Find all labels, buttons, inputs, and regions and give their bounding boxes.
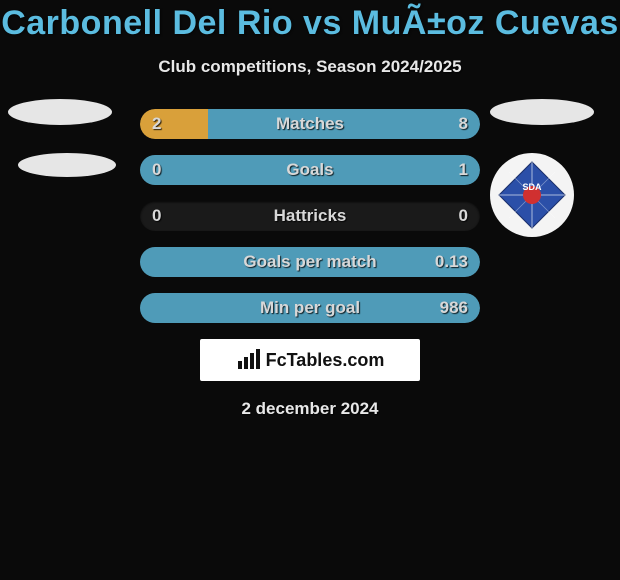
right-club-logo: SDA <box>490 153 574 237</box>
date-line: 2 december 2024 <box>0 399 620 419</box>
stat-bars: 28Matches 01Goals 00Hattricks 0.13Goals per… <box>140 109 480 323</box>
stat-row: 986Min per goal <box>140 293 480 323</box>
right-team-badge-1 <box>490 99 594 125</box>
stat-label: Goals <box>140 160 480 180</box>
stat-label: Matches <box>140 114 480 134</box>
stats-layout: SDA 28Matches 01Goals 00Hattricks 0.13Goals… <box>0 109 620 323</box>
stat-row: 0.13Goals per match <box>140 247 480 277</box>
right-badge-column: SDA <box>490 109 620 237</box>
left-badge-column <box>0 109 116 177</box>
stat-label: Hattricks <box>140 206 480 226</box>
left-team-badge-1 <box>8 99 112 125</box>
svg-text:SDA: SDA <box>522 182 542 192</box>
left-team-badge-2 <box>18 153 116 177</box>
shield-icon: SDA <box>497 160 567 230</box>
attribution-badge: FcTables.com <box>200 339 420 381</box>
stat-label: Goals per match <box>140 252 480 272</box>
infographic-root: Carbonell Del Rio vs MuÃ±oz Cuevas Club … <box>0 0 620 419</box>
stat-label: Min per goal <box>140 298 480 318</box>
stat-row: 01Goals <box>140 155 480 185</box>
bar-chart-icon <box>236 349 262 371</box>
stat-row: 28Matches <box>140 109 480 139</box>
stat-row: 00Hattricks <box>140 201 480 231</box>
page-title: Carbonell Del Rio vs MuÃ±oz Cuevas <box>0 4 620 43</box>
attribution-text: FcTables.com <box>266 350 385 371</box>
subtitle: Club competitions, Season 2024/2025 <box>0 57 620 77</box>
